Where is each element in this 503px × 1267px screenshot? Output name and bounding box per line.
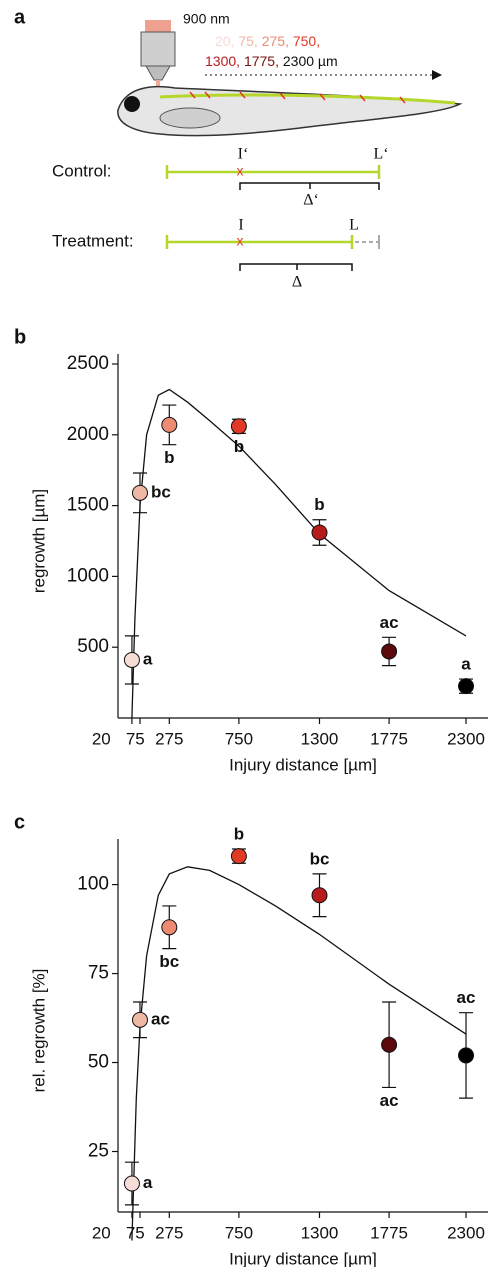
control-bracket (239, 182, 380, 190)
treatment-bracket (239, 263, 353, 271)
distance: 20, (215, 33, 234, 49)
y-tick-label: 25 (88, 1141, 109, 1162)
point (131, 1011, 148, 1028)
group-label: b (234, 824, 244, 843)
point (458, 1047, 475, 1064)
group-label: b (164, 448, 174, 467)
distances: 20, 75, 275, 750, 1300, 1775, 2300 µm (205, 33, 338, 69)
point (458, 678, 475, 695)
x-tick-label: 1775 (370, 1223, 408, 1242)
point (381, 643, 398, 660)
treatment-label: Treatment: (52, 231, 134, 250)
x-axis-label: Injury distance [µm] (229, 1249, 377, 1267)
point (381, 1036, 398, 1053)
group-label: a (143, 649, 153, 668)
x-tick-label: 1300 (301, 729, 339, 748)
wavelength: 900 nm (183, 11, 230, 27)
x-axis-label: Injury distance [µm] (229, 755, 377, 774)
point (123, 651, 140, 668)
point (131, 484, 148, 501)
x-tick-label: 275 (155, 1223, 183, 1242)
fit-curve (131, 388, 467, 719)
laser (145, 20, 171, 32)
y-tick-label: 50 (88, 1052, 109, 1073)
x-tick-label: 20 (92, 1223, 111, 1242)
group-label: a (461, 655, 471, 674)
point (161, 416, 178, 433)
group-label: ac (457, 988, 476, 1007)
x-tick-label: 20 (92, 729, 111, 748)
panel-label: c (14, 811, 25, 833)
y-axis-label: rel. regrowth [%] (29, 969, 48, 1093)
schematic: a 900 nm 20, 75, 275, 750, 1300, 1775, 23… (14, 6, 463, 291)
group-label: ac (380, 613, 399, 632)
point (230, 848, 247, 865)
y-tick-label: 100 (77, 874, 109, 895)
point (230, 418, 247, 435)
distance: 75, (238, 33, 257, 49)
x-tick-label: 1300 (301, 1223, 339, 1242)
group-label: ac (380, 1091, 399, 1110)
y-tick-label: 75 (88, 963, 109, 984)
group-label: bc (151, 482, 171, 501)
y-axis-label: regrowth [µm] (29, 489, 48, 593)
group-label: bc (159, 952, 179, 971)
treatment-injury: I (238, 217, 243, 234)
point (311, 887, 328, 904)
panel-label: a (14, 6, 26, 28)
injuries (189, 91, 406, 104)
control-ends (165, 165, 381, 179)
x-tick-label: 2300 (447, 729, 485, 748)
point (123, 1175, 140, 1192)
x-tick-label: 1775 (370, 729, 408, 748)
yolk (159, 107, 221, 129)
distance-line: 20, 75, 275, 750, (215, 33, 320, 49)
point (311, 524, 328, 541)
control-length: L‘ (373, 146, 388, 163)
x-tick-label: 75 (126, 729, 145, 748)
distance: 2300 µm (283, 53, 338, 69)
group-label: ac (151, 1009, 170, 1028)
control-injury: I‘ (238, 146, 249, 163)
control-delta: Δ‘ (303, 192, 319, 209)
cut: x (237, 233, 244, 249)
y-tick-label: 1000 (67, 565, 109, 586)
distance: 750, (293, 33, 320, 49)
distance: 1300, (205, 53, 240, 69)
group-label: b (234, 437, 244, 456)
objective-tip (145, 65, 171, 81)
arrow-head (432, 70, 442, 80)
treatment-ends (165, 235, 354, 249)
group-label: bc (310, 849, 330, 868)
point (161, 919, 178, 936)
objective (140, 31, 176, 67)
eye (124, 96, 140, 112)
group-label: b (314, 495, 324, 514)
x-tick-label: 275 (155, 729, 183, 748)
control-label: Control: (52, 161, 112, 180)
cut: x (237, 163, 244, 179)
distance-line: 1300, 1775, 2300 µm (205, 53, 338, 69)
distance: 1775, (244, 53, 279, 69)
fit-curve (131, 866, 467, 1241)
y-tick-label: 500 (77, 636, 109, 657)
x-tick-label: 75 (126, 1223, 145, 1242)
treatment-length: L (349, 217, 359, 234)
x-tick-label: 750 (225, 1223, 253, 1242)
x-tick-label: 2300 (447, 1223, 485, 1242)
group-label: a (143, 1173, 153, 1192)
panel-label: b (14, 326, 26, 348)
x-tick-label: 750 (225, 729, 253, 748)
y-tick-label: 2500 (67, 353, 109, 374)
distance: 275, (262, 33, 289, 49)
treatment-delta: Δ (292, 274, 302, 291)
y-tick-label: 1500 (67, 495, 109, 516)
y-tick-label: 2000 (67, 424, 109, 445)
